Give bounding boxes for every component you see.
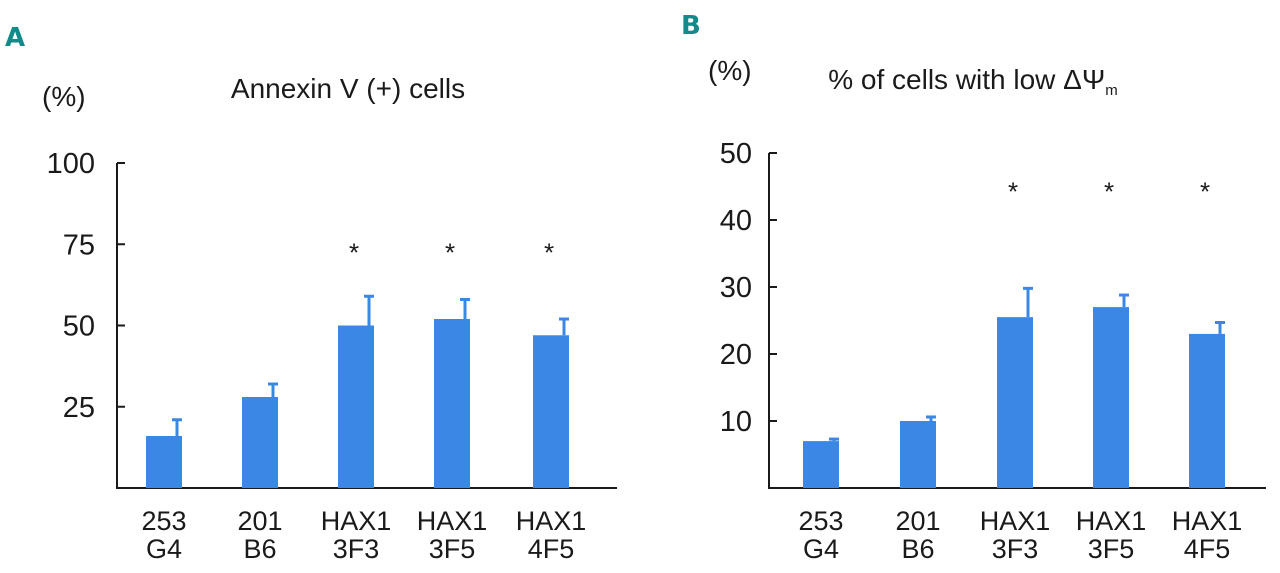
chart-title-text: Annexin V (+) cells (231, 73, 465, 104)
bar (803, 441, 839, 488)
y-tick-label: 50 (720, 138, 752, 170)
y-tick-label: 10 (720, 406, 752, 438)
x-category-label-line2: B6 (243, 534, 276, 564)
x-category-label-line1: 253 (798, 506, 843, 536)
chart-title-subscript: m (1105, 82, 1118, 99)
chart-title: Annexin V (+) cells (231, 73, 465, 104)
y-tick-label: 40 (720, 205, 752, 237)
x-category-label-line1: HAX1 (1076, 506, 1147, 536)
bar (338, 325, 374, 488)
x-category-label-line2: 3F3 (992, 534, 1039, 564)
bar (434, 319, 470, 488)
x-category-label-line2: 4F5 (1184, 534, 1231, 564)
x-category-label-line1: 201 (237, 506, 282, 536)
x-category-label-line1: 201 (895, 506, 940, 536)
y-unit-label: (%) (708, 55, 752, 86)
bar (146, 436, 182, 488)
x-category-label-line2: G4 (803, 534, 839, 564)
y-tick-label: 75 (63, 229, 95, 261)
x-category-label-line2: 4F5 (528, 534, 575, 564)
panel-letter: A (5, 23, 25, 53)
x-category-label-line2: 3F5 (1088, 534, 1135, 564)
y-tick-label: 20 (720, 339, 752, 371)
x-category-label-line1: HAX1 (1172, 506, 1243, 536)
chart-title-text: % of cells with low ΔΨ (828, 64, 1105, 95)
significance-star: * (544, 238, 554, 268)
bar (533, 335, 569, 488)
bar (1189, 333, 1225, 488)
chart-title: % of cells with low ΔΨm (828, 64, 1118, 99)
significance-star: * (445, 238, 455, 268)
x-category-label-line1: HAX1 (321, 506, 392, 536)
bar (997, 317, 1033, 488)
y-unit-label: (%) (42, 81, 86, 112)
x-category-label-line1: HAX1 (417, 506, 488, 536)
y-tick-label: 30 (720, 272, 752, 304)
panel-letter: B (681, 11, 701, 41)
x-category-label-line2: 3F5 (429, 534, 476, 564)
significance-star: * (349, 238, 359, 268)
bar (242, 397, 278, 488)
significance-star: * (1008, 177, 1018, 207)
x-category-label-line1: HAX1 (980, 506, 1051, 536)
y-tick-label: 25 (63, 392, 95, 424)
bar (1093, 307, 1129, 488)
x-category-label-line2: B6 (901, 534, 934, 564)
significance-star: * (1104, 177, 1114, 207)
x-category-label-line1: 253 (141, 506, 186, 536)
y-tick-label: 100 (47, 148, 95, 180)
panel-b: B(%) % of cells with low ΔΨm 10 20 30 40 50 253… (681, 11, 1266, 564)
significance-star: * (1200, 177, 1210, 207)
bar (900, 421, 936, 488)
x-category-label-line1: HAX1 (516, 506, 587, 536)
y-tick-label: 50 (63, 311, 95, 343)
x-category-label-line2: 3F3 (333, 534, 380, 564)
x-category-label-line2: G4 (146, 534, 182, 564)
